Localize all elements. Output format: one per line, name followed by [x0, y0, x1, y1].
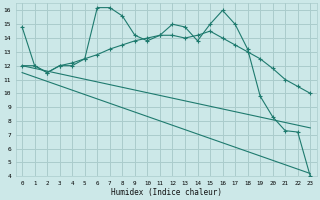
X-axis label: Humidex (Indice chaleur): Humidex (Indice chaleur) [111, 188, 222, 197]
